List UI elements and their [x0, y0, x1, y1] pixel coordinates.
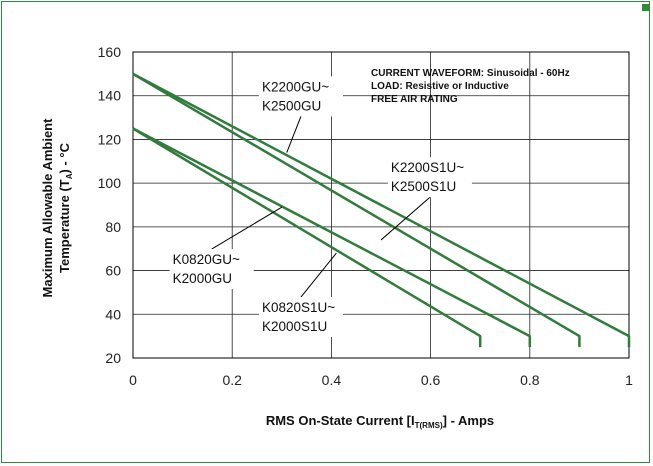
y-axis-title: Maximum Allowable Ambient Temperature (TA… — [40, 118, 74, 298]
x-axis-title: RMS On-State Current [IT(RMS)] - Amps — [266, 413, 494, 430]
series-line — [132, 127, 482, 348]
series-label-text: K2200GU~ — [262, 79, 329, 94]
series-line — [132, 72, 581, 348]
y-tick-labels: 20 40 60 80 100 120 140 160 — [98, 44, 122, 366]
annotation-labels: K2200GU~ K2500GU K2200S1U~ K2500S1U K0820GU~… — [169, 76, 472, 338]
y-tick-label: 100 — [98, 175, 122, 191]
series-line — [132, 72, 631, 348]
leader-line — [286, 116, 302, 153]
x-tick-label: 1 — [625, 372, 633, 388]
note-free-air: FREE AIR RATING — [371, 94, 458, 105]
leader-line — [211, 206, 283, 250]
annotation-leaders — [211, 116, 431, 298]
x-tick-label: 0.2 — [222, 372, 242, 388]
conditions-note: CURRENT WAVEFORM: Sinusoidal - 60Hz LOAD… — [371, 68, 570, 105]
series-label-text: K2500S1U — [391, 179, 456, 194]
y-tick-label: 160 — [98, 44, 122, 60]
note-waveform: CURRENT WAVEFORM: Sinusoidal - 60Hz — [371, 68, 570, 79]
series-line — [132, 127, 532, 348]
series-label-text: K2500GU — [262, 98, 321, 113]
y-tick-label: 80 — [105, 219, 121, 235]
label-background — [387, 157, 472, 198]
y-tick-label: 20 — [105, 350, 121, 366]
y-tick-label: 40 — [105, 306, 121, 322]
x-tick-labels: 0 0.2 0.4 0.6 0.8 1 — [129, 372, 633, 388]
series-label: K0820S1U~ K2000S1U — [258, 297, 343, 338]
series-label: K2200S1U~ K2500S1U — [387, 157, 472, 198]
series-label-text: K2000GU — [173, 271, 232, 286]
plot-area — [132, 51, 630, 359]
y-tick-label: 140 — [98, 88, 122, 104]
series-label-text: K0820S1U~ — [262, 300, 335, 315]
leader-line — [300, 252, 337, 298]
x-tick-label: 0.6 — [421, 372, 441, 388]
y-tick-label: 120 — [98, 131, 122, 147]
x-tick-label: 0 — [129, 372, 137, 388]
x-tick-label: 0.4 — [322, 372, 342, 388]
x-tick-label: 0.8 — [520, 372, 540, 388]
series-label: K2200GU~ K2500GU — [258, 76, 343, 117]
series-label-text: K2000S1U — [262, 319, 327, 334]
label-background — [258, 76, 343, 117]
label-background — [169, 249, 254, 290]
series-label: K0820GU~ K2000GU — [169, 249, 254, 290]
note-load: LOAD: Resistive or Inductive — [371, 81, 509, 92]
series-lines — [132, 72, 631, 348]
series-label-text: K0820GU~ — [173, 252, 240, 267]
leader-line — [380, 196, 431, 241]
label-background — [258, 297, 343, 338]
series-label-text: K2200S1U~ — [391, 160, 464, 175]
y-tick-label: 60 — [105, 263, 121, 279]
corner-marker — [642, 4, 649, 11]
